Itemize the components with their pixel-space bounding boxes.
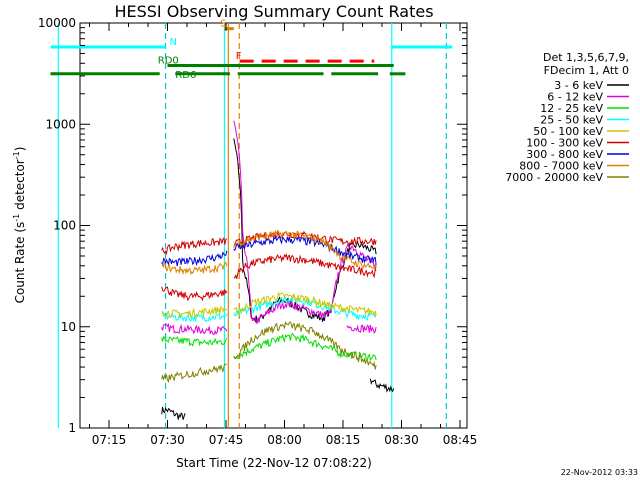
series-line [233,294,377,321]
series-line [161,261,228,276]
series-line [161,286,228,302]
x-tick-label: 08:15 [326,433,361,447]
y-tick-label: 1 [68,421,76,435]
series-line [161,406,186,420]
y-axis-label-sup1: -1 [12,214,21,222]
series-line [161,363,227,383]
x-tick-label: 08:00 [267,433,302,447]
legend-entry-label: 6 - 12 keV [547,91,603,104]
status-bar-label: RD0 [158,56,179,67]
x-tick-label: 07:15 [92,433,127,447]
x-tick-label: 08:45 [443,433,478,447]
series-line [161,336,228,347]
y-axis-label-part3: ) [13,147,27,152]
y-tick-label: 10000 [38,16,76,30]
series-line [233,138,377,325]
status-bar-label: S [220,19,226,30]
vertical-markers [57,23,447,428]
legend-entry-label: 7000 - 20000 keV [505,171,603,184]
series-line [161,322,228,335]
y-tick-label: 1000 [45,117,76,131]
status-bar-label: N [169,37,176,48]
plot-frame-group [79,22,468,429]
x-tick-label: 08:30 [384,433,419,447]
plot-frame [79,22,468,429]
legend-header-2: FDecim 1, Att 0 [544,64,629,77]
legend-entry-label: 12 - 25 keV [540,102,603,115]
x-tick-label: 07:30 [150,433,185,447]
status-bar-label: RD6 [175,70,196,81]
x-axis-label: Start Time (22-Nov-12 07:08:22) [176,456,372,470]
chart-title: HESSI Observing Summary Count Rates [114,2,433,21]
series-line [161,250,228,267]
legend: Det 1,3,5,6,7,9, FDecim 1, Att 0 3 - 6 k… [505,51,629,184]
legend-header-1: Det 1,3,5,6,7,9, [543,51,629,64]
series-line [161,304,228,319]
status-bar-label: F [236,51,242,62]
x-axis-ticks: 07:15 07:30 07:45 08:00 08:15 08:30 08:45 [89,23,478,447]
series-line [233,120,377,324]
y-axis-label: Count Rate (s-1 detector-1) [12,147,27,304]
status-bars: N S F RD0 RD6 [50,19,453,81]
y-axis-ticks: 1 10 100 1000 10000 [38,16,467,435]
x-tick-label: 07:45 [209,433,244,447]
y-axis-label-part2: detector [13,159,27,214]
series-line [233,253,377,280]
series-lines [161,120,395,420]
series-line [233,229,377,247]
series-line [233,291,377,317]
series-line [346,324,377,334]
legend-entry-label: 3 - 6 keV [554,79,603,92]
legend-entry-label: 100 - 300 keV [526,137,603,150]
y-tick-label: 10 [61,320,76,334]
legend-entry-label: 800 - 7000 keV [519,160,603,173]
series-line [233,229,377,270]
y-axis-label-part1: Count Rate (s [13,222,27,304]
footer-timestamp: 22-Nov-2012 03:33 [561,468,638,477]
series-line [369,378,395,393]
series-line [233,235,377,265]
series-line [161,236,228,256]
series-line [233,321,377,370]
legend-entry-label: 50 - 100 keV [533,125,603,138]
y-tick-label: 100 [53,219,76,233]
y-axis-label-sup2: -1 [12,151,21,159]
legend-entry-label: 300 - 800 keV [526,148,603,161]
legend-entry-label: 25 - 50 keV [540,114,603,127]
